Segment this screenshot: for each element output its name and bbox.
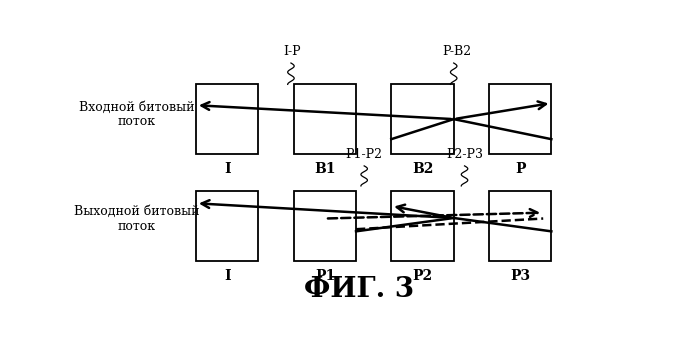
Text: Входной битовый: Входной битовый [78,101,194,113]
Text: P1-P2: P1-P2 [346,147,383,161]
Bar [294,84,356,154]
Bar [196,84,258,154]
Text: I-P: I-P [284,45,302,58]
Text: P: P [515,162,526,176]
Text: Выходной битовый: Выходной битовый [74,205,199,218]
Bar [489,191,552,261]
Bar [196,191,258,261]
Text: B1: B1 [314,162,336,176]
Text: поток: поток [118,220,155,232]
Text: P1: P1 [315,269,335,283]
Text: I: I [224,162,231,176]
Text: I: I [224,269,231,283]
Text: P2-P3: P2-P3 [446,147,483,161]
Text: P2: P2 [413,269,433,283]
Bar [489,84,552,154]
Text: B2: B2 [412,162,433,176]
Text: ФИГ. 3: ФИГ. 3 [304,277,414,304]
Text: P-B2: P-B2 [442,45,471,58]
Bar [391,84,454,154]
Text: P3: P3 [510,269,531,283]
Bar [294,191,356,261]
Bar [391,191,454,261]
Text: поток: поток [118,115,155,128]
